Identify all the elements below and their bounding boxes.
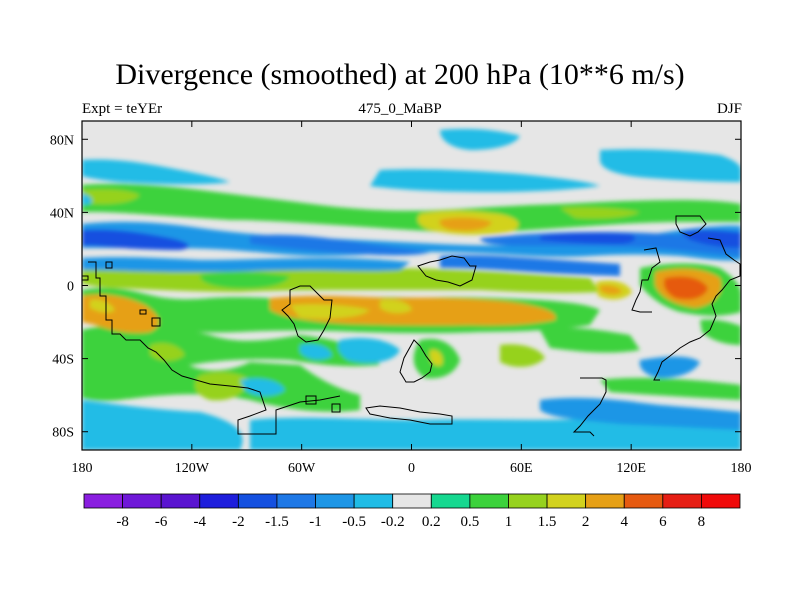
colorbar-swatch <box>546 493 587 509</box>
colorbar-swatch <box>623 493 664 509</box>
lon-label: 60E <box>510 461 533 476</box>
lon-label: 120W <box>175 461 210 476</box>
lat-axis: 80N 40N 0 40S 80S <box>50 133 741 441</box>
colorbar-label: -0.5 <box>342 514 366 530</box>
colorbar-swatch <box>83 493 123 509</box>
plot-title: Divergence (smoothed) at 200 hPa (10**6 … <box>115 58 685 91</box>
lat-label: 40N <box>50 206 74 221</box>
colorbar-swatch <box>392 493 432 509</box>
colorbar-label: -8 <box>116 514 129 530</box>
time-label: 475_0_MaBP <box>358 101 442 117</box>
colorbar-swatch <box>585 493 625 509</box>
colorbar-label: -1.5 <box>265 514 289 530</box>
lon-label: 120E <box>616 461 646 476</box>
colorbar-label: -0.2 <box>381 514 405 530</box>
lat-label: 0 <box>67 280 74 295</box>
colorbar-label: 4 <box>620 514 628 530</box>
colorbar-swatch <box>430 493 471 509</box>
lon-label: 0 <box>408 461 415 476</box>
colorbar-label: -4 <box>194 514 207 530</box>
colorbar-swatch <box>508 493 548 509</box>
lon-label: 180 <box>731 461 752 476</box>
lon-label: 180 <box>72 461 93 476</box>
field-shading <box>82 121 741 450</box>
colorbar-swatch <box>353 493 394 509</box>
lat-label: 80S <box>52 426 74 441</box>
colorbar: -8 -6 -4 -2 -1.5 -1 -0.5 -0.2 0.2 0.5 1 1.5 2 4 6 8 <box>83 493 741 530</box>
experiment-label: Expt = teYEr <box>82 101 163 117</box>
season-label: DJF <box>716 101 742 117</box>
colorbar-label: 1.5 <box>538 514 557 530</box>
lat-label: 80N <box>50 133 74 148</box>
colorbar-swatch <box>662 493 702 509</box>
colorbar-label: -6 <box>155 514 168 530</box>
colorbar-label: -2 <box>232 514 245 530</box>
colorbar-swatch <box>469 493 509 509</box>
colorbar-swatch <box>199 493 239 509</box>
colorbar-label: 8 <box>698 514 706 530</box>
colorbar-swatch <box>701 493 741 509</box>
colorbar-label: 0.5 <box>461 514 480 530</box>
colorbar-label: 0.2 <box>422 514 441 530</box>
lat-label: 40S <box>52 353 74 368</box>
colorbar-label: 6 <box>659 514 667 530</box>
colorbar-swatch <box>276 493 316 509</box>
lon-axis: 180 120W 60W 0 60E 120E 180 <box>72 121 752 476</box>
colorbar-label: -1 <box>309 514 322 530</box>
colorbar-swatch <box>237 493 278 509</box>
colorbar-swatch <box>315 493 355 509</box>
colorbar-label: 2 <box>582 514 590 530</box>
coastlines <box>82 215 741 437</box>
colorbar-label: 1 <box>505 514 513 530</box>
colorbar-swatch <box>160 493 201 509</box>
lon-label: 60W <box>288 461 316 476</box>
colorbar-swatch <box>122 493 162 509</box>
